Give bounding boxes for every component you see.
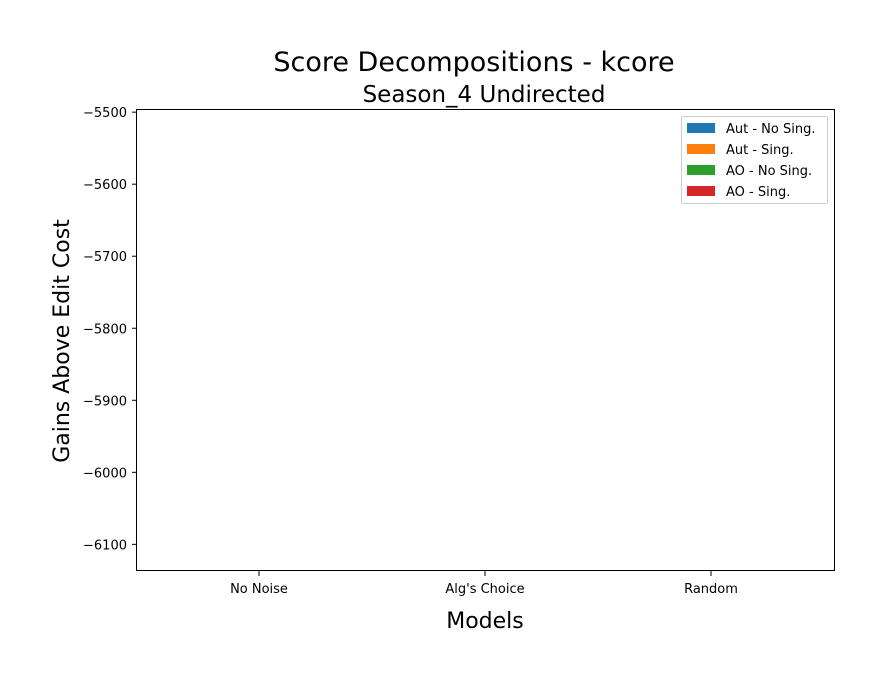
legend: Aut - No Sing. Aut - Sing. AO - No Sing. AO… [681,116,828,204]
y-tick-label: −5500 [83,106,127,121]
y-axis: −5500 −5600 −5700 −5800 −5900 −6000 −6100 [83,106,137,553]
legend-swatch [687,123,715,133]
x-tick-label: Alg's Choice [445,582,524,597]
y-tick-label: −5700 [83,250,127,265]
plot-area [136,109,835,571]
legend-frame [681,116,828,204]
chart-subtitle: Season_4 Undirected [363,82,606,108]
legend-label: Aut - Sing. [726,143,794,158]
y-tick-label: −6000 [83,466,127,481]
y-axis-label: Gains Above Edit Cost [50,219,75,463]
y-tick-label: −5800 [83,322,127,337]
legend-swatch [687,186,715,196]
legend-label: AO - Sing. [726,185,790,200]
x-axis: No Noise Alg's Choice Random [230,571,738,597]
legend-swatch [687,165,715,175]
y-tick-label: −5900 [83,394,127,409]
y-tick-label: −6100 [83,538,127,553]
x-axis-label: Models [446,609,524,634]
legend-swatch [687,144,715,154]
x-tick-label: Random [684,582,738,597]
legend-label: Aut - No Sing. [726,122,815,137]
y-tick-label: −5600 [83,178,127,193]
legend-label: AO - No Sing. [726,164,812,179]
x-tick-label: No Noise [230,582,288,597]
chart-title: Score Decompositions - kcore [273,47,674,78]
